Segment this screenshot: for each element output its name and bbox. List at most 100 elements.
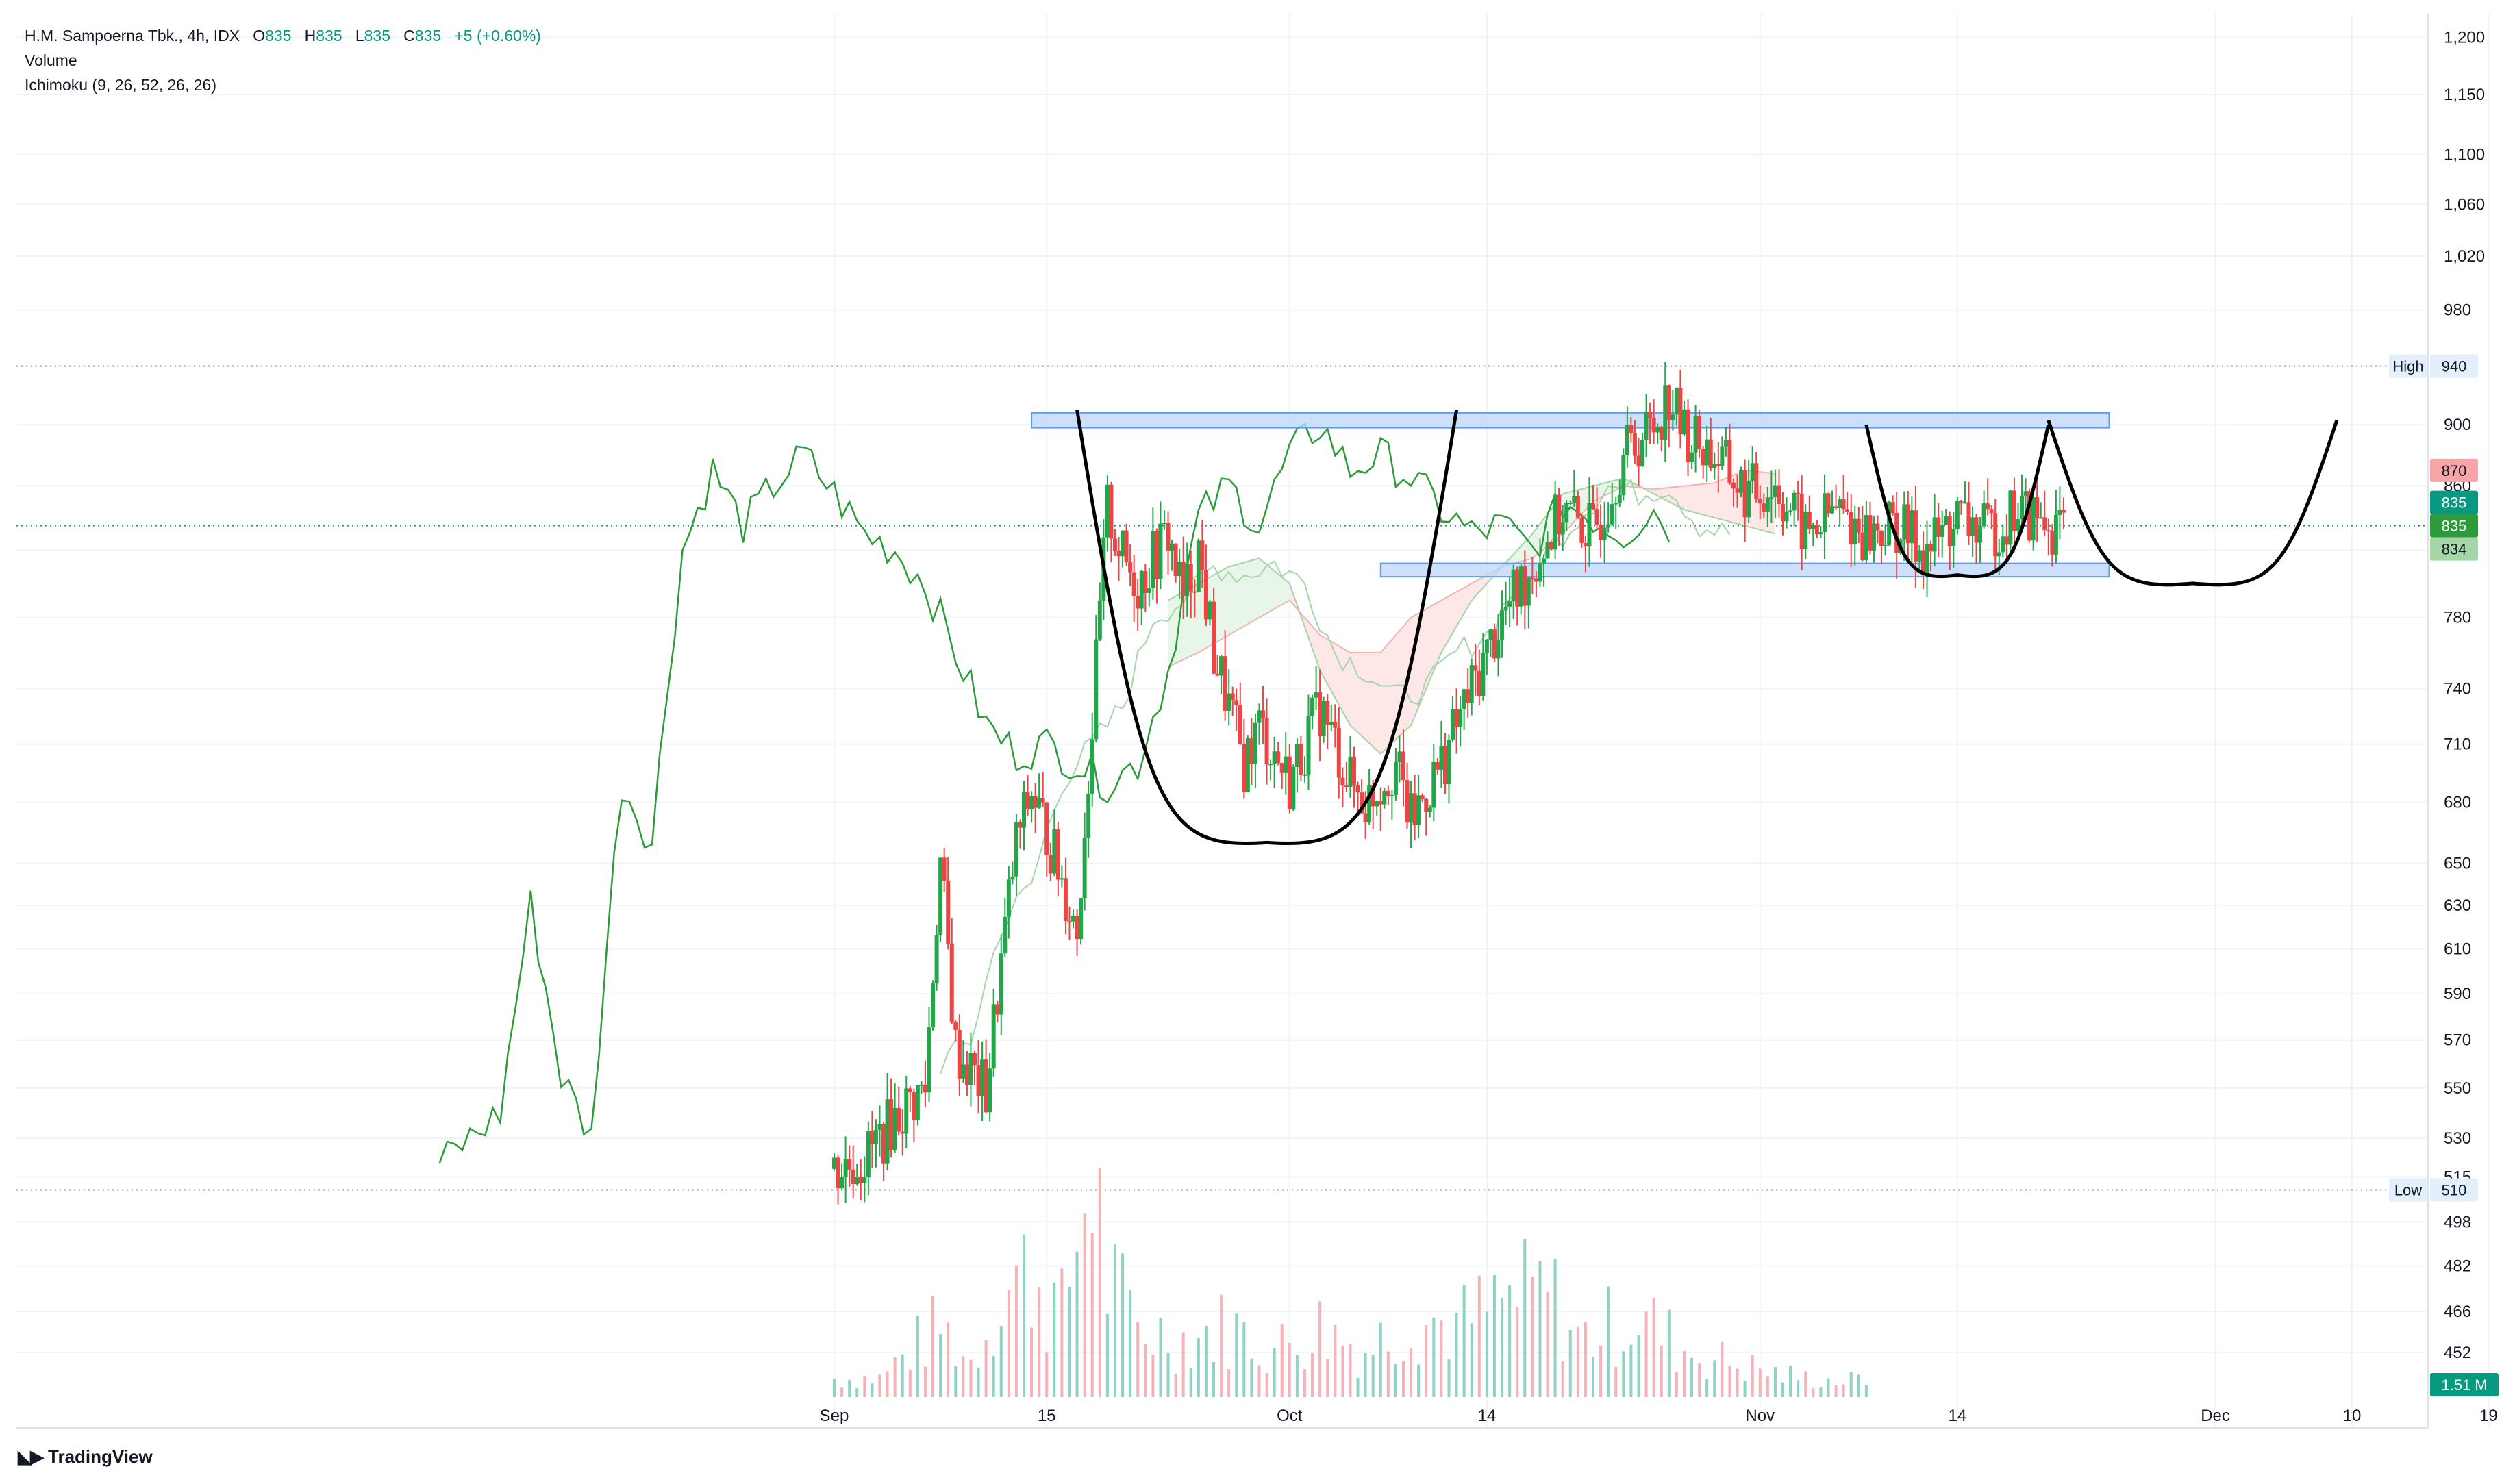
candle-body [1097, 600, 1102, 640]
lagging-span [438, 423, 1670, 1164]
price-badge: High 940 [2389, 354, 2478, 378]
candle-body [1397, 751, 1402, 762]
leading-span-b [1168, 469, 1776, 668]
candle-body [1329, 722, 1334, 725]
volume-bar [1189, 1368, 1192, 1397]
volume-bar [1083, 1213, 1086, 1397]
cup-and-handle-drawing [1075, 410, 2339, 846]
candle-body [1572, 496, 1577, 503]
volume-bar [1538, 1261, 1542, 1397]
volume-bar [1447, 1359, 1451, 1397]
candle-body [1412, 793, 1417, 825]
candle-body [1208, 601, 1212, 620]
volume-bar [833, 1379, 836, 1397]
volume-bar [1227, 1368, 1231, 1397]
volume-bar [1508, 1285, 1512, 1397]
candle-body [1944, 516, 1949, 525]
candle-body [1276, 751, 1281, 764]
cup-curve [1075, 410, 1459, 846]
y-tick-label: 590 [2444, 985, 2471, 1003]
volume-bar [1614, 1366, 1618, 1397]
tradingview-brand[interactable]: ◣▶ TradingView [18, 1446, 153, 1468]
volume-bar [1144, 1344, 1147, 1397]
volume-bar [1864, 1385, 1868, 1397]
legend-ichimoku-row[interactable]: Ichimoku (9, 26, 52, 26, 26) [25, 76, 216, 94]
candle-body [1890, 502, 1895, 513]
candle-body [1678, 387, 1683, 435]
candle-body [1523, 566, 1527, 606]
candle-body [1116, 551, 1121, 557]
candle-body [1701, 449, 1705, 466]
candle-body [1925, 544, 1929, 574]
close-label: C [403, 27, 415, 45]
candle-body [1727, 440, 1732, 483]
candle-body [1321, 701, 1326, 737]
volume-bar [1721, 1341, 1724, 1397]
candle-body [889, 1099, 894, 1150]
candle-body [1212, 601, 1216, 674]
close-value: 835 [414, 27, 442, 45]
cloud-segment [1653, 486, 1684, 510]
volume-bar [1349, 1344, 1352, 1397]
cloud-segment [1320, 635, 1351, 726]
volume-bar [1174, 1374, 1177, 1397]
candle-body [1579, 517, 1584, 543]
candle-body [1518, 566, 1523, 607]
candle-body [1905, 504, 1910, 544]
candle-body [885, 1099, 890, 1164]
candle-body [999, 953, 1003, 1015]
volume-bar [1501, 1298, 1504, 1397]
candle-body [1151, 531, 1155, 588]
candle-body [904, 1088, 909, 1134]
candle-body [1659, 426, 1664, 440]
volume-bar [1098, 1168, 1101, 1397]
volume-bar [962, 1356, 965, 1397]
candle-body [912, 1092, 916, 1120]
candle-body [1055, 829, 1060, 880]
candle-body [1477, 670, 1481, 696]
volume-bar [1425, 1325, 1428, 1397]
candle-body [1515, 569, 1520, 607]
y-tick-label: 1,020 [2444, 247, 2485, 266]
badge-value: 940 [2442, 358, 2467, 375]
candle-body [1503, 606, 1508, 611]
x-tick-label: Nov [1745, 1407, 1775, 1425]
candle-body [881, 1124, 886, 1164]
candle-body [1500, 610, 1505, 640]
volume-badge: 1.51 M [2441, 1376, 2487, 1394]
legend-symbol-row[interactable]: H.M. Sampoerna Tbk., 4h, IDX O835 H835 L… [25, 23, 541, 48]
volume-bar [1644, 1311, 1648, 1397]
candle-body [847, 1159, 852, 1170]
volume-bar [848, 1379, 851, 1397]
candle-body [1530, 577, 1535, 579]
candle-body [1818, 532, 1823, 535]
candle-body [1959, 501, 1964, 503]
x-tick-label: Oct [1277, 1407, 1303, 1425]
candle-body [1355, 785, 1360, 793]
candle-body [1261, 710, 1266, 718]
candle-body [1462, 689, 1466, 709]
candle-body [1063, 878, 1068, 921]
candle-body [1765, 497, 1770, 512]
volume-bar [1295, 1355, 1299, 1397]
candle-body [1371, 785, 1375, 807]
y-tick-label: 650 [2444, 854, 2471, 872]
legend-volume-row[interactable]: Volume [25, 51, 77, 69]
high-value: 835 [316, 27, 342, 45]
candle-body [1481, 653, 1486, 696]
candle-body [953, 1022, 958, 1030]
candle-body [1014, 822, 1018, 877]
candle-body [1716, 464, 1721, 466]
volume-bar [999, 1326, 1003, 1397]
volume-bar [1599, 1345, 1603, 1397]
candle-body [1025, 792, 1030, 810]
candle-body [995, 1004, 1000, 1015]
candle-body [1887, 502, 1892, 545]
candle-body [892, 1107, 897, 1150]
volume-bar [1492, 1275, 1496, 1397]
candle-body [900, 1131, 905, 1134]
symbol-name: H.M. Sampoerna Tbk., 4h, IDX [25, 27, 240, 45]
candle-body [1803, 511, 1808, 549]
candle-body [942, 857, 947, 881]
